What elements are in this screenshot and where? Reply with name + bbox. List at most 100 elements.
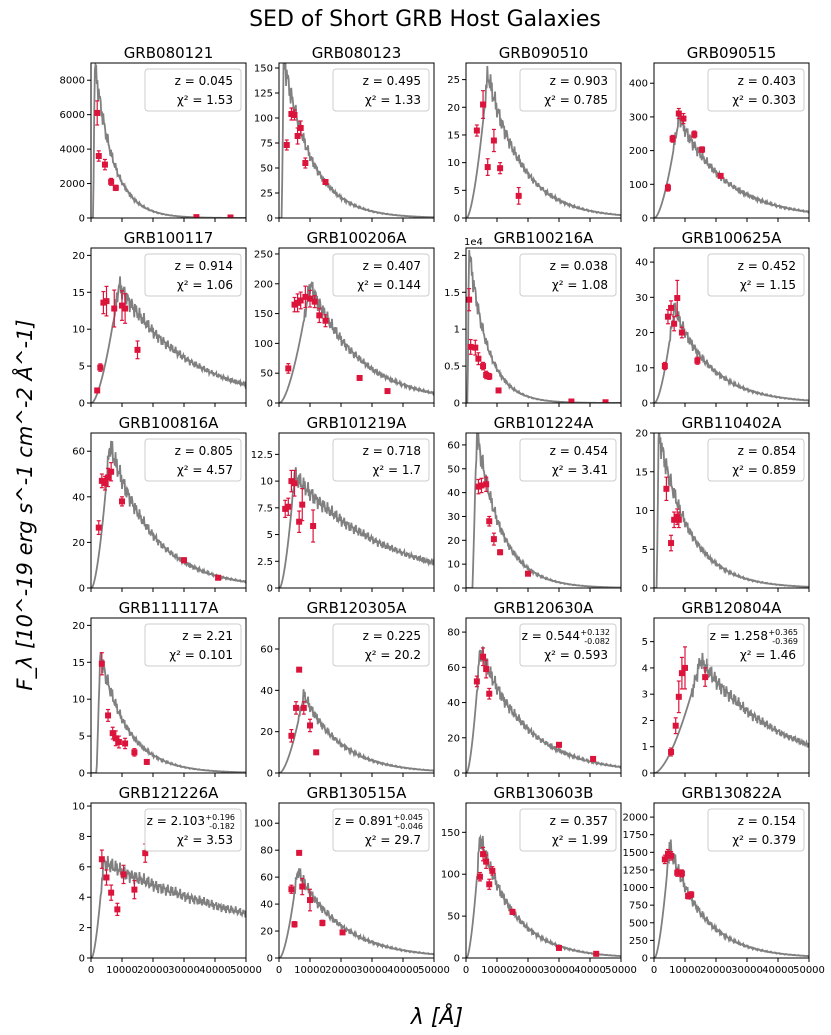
x-tick-label: 30000 <box>356 965 388 976</box>
y-tick-label: 20 <box>635 328 648 339</box>
panel-grb100816a: GRB100816A 0 20 40 60 z = 0.805 χ² = 4.57 <box>72 414 247 595</box>
model-line <box>279 868 434 958</box>
legend-z-upper: +0.196 <box>205 813 235 822</box>
y-tick-label: 80 <box>447 628 460 639</box>
legend-z: z = 0.718 <box>363 444 421 458</box>
legend-chi2: χ² = 1.46 <box>740 648 796 662</box>
data-point <box>288 732 295 739</box>
data-point <box>590 755 597 762</box>
data-point <box>668 540 675 547</box>
legend-chi2: χ² = 3.53 <box>177 833 233 847</box>
y-tick-label: 250 <box>254 249 273 260</box>
panel-frame <box>465 62 622 219</box>
data-point <box>143 758 150 765</box>
data-point <box>98 660 105 667</box>
y-tick-label: 50 <box>447 912 460 923</box>
data-point <box>486 373 493 380</box>
data-point <box>97 364 104 371</box>
y-tick-label: 10 <box>260 477 273 488</box>
model-line <box>654 839 809 958</box>
legend-z: z = 0.452 <box>738 259 796 273</box>
panel-frame <box>278 802 435 959</box>
model-line <box>654 652 809 773</box>
legend-z: z = 0.903 <box>550 74 608 88</box>
data-point <box>181 557 187 564</box>
data-point <box>299 501 306 508</box>
data-point <box>95 153 102 159</box>
panel-title: GRB100216A <box>494 229 595 247</box>
data-point <box>663 485 670 492</box>
data-point <box>475 355 482 362</box>
y-offset-label: 1e4 <box>464 237 483 248</box>
y-tick-label: 10 <box>72 695 85 706</box>
y-tick-label: 100 <box>254 339 273 350</box>
panel-title: GRB080121 <box>124 44 214 62</box>
data-point <box>682 664 688 671</box>
y-tick-label: 0 <box>267 954 273 965</box>
data-point <box>480 653 487 660</box>
data-point <box>103 298 110 305</box>
panel-frame <box>465 617 622 774</box>
model-line <box>466 433 621 588</box>
legend-box <box>332 68 430 112</box>
legend-chi2: χ² = 0.303 <box>732 93 796 107</box>
y-tick-label: 1500 <box>623 848 648 859</box>
y-tick-label: 5 <box>79 732 85 743</box>
data-point <box>593 950 600 957</box>
data-point <box>489 867 496 874</box>
data-point <box>297 125 304 131</box>
legend-chi2: χ² = 20.2 <box>365 648 421 662</box>
y-tick-label: 1 <box>454 325 460 336</box>
data-point <box>193 214 200 218</box>
x-tick-label: 0 <box>651 965 657 976</box>
legend-box <box>144 438 242 482</box>
data-point <box>664 313 671 320</box>
data-point <box>486 690 493 697</box>
data-point <box>486 518 493 525</box>
y-tick-label: 4 <box>642 663 648 674</box>
data-point <box>302 160 309 166</box>
data-point <box>674 513 681 520</box>
data-point <box>668 852 675 859</box>
model-line <box>654 110 809 218</box>
model-line <box>654 302 809 403</box>
panel-title: GRB100816A <box>119 414 220 432</box>
data-point <box>313 749 320 756</box>
panel-frame <box>465 247 622 404</box>
panel-title: GRB101219A <box>307 414 408 432</box>
data-point <box>668 304 675 311</box>
y-tick-label: 200 <box>629 146 648 157</box>
legend-z: z = 0.045 <box>175 74 233 88</box>
panel-title: GRB130603B <box>494 784 594 802</box>
legend-chi2: χ² = 1.99 <box>552 833 608 847</box>
y-tick-label: 40 <box>635 258 648 269</box>
y-tick-label: 5 <box>642 545 648 556</box>
y-tick-label: 20 <box>72 538 85 549</box>
data-point <box>282 505 289 512</box>
legend-z-lower: -0.182 <box>209 822 235 831</box>
legend-z: z = 0.038 <box>550 259 608 273</box>
panel-grb100625a: GRB100625A 0 10 20 30 40 z = 0.452 χ² = 1.15 <box>635 229 810 410</box>
data-point <box>131 749 138 756</box>
y-tick-label: 20 <box>447 536 460 547</box>
data-point <box>142 850 149 857</box>
panel-grb130515a: GRB130515A 0 20 40 60 80 100 0 10000 20000 30000 40… <box>254 784 450 976</box>
legend-box <box>519 253 617 297</box>
panel-title: GRB130822A <box>682 784 783 802</box>
y-tick-label: 12.5 <box>251 450 273 461</box>
data-point <box>668 748 675 755</box>
y-tick-label: 60 <box>72 447 85 458</box>
data-point <box>101 161 108 168</box>
data-point <box>296 518 303 525</box>
y-tick-label: 5 <box>454 186 460 197</box>
model-line <box>279 689 434 773</box>
y-tick-label: 40 <box>260 686 273 697</box>
data-point <box>291 480 298 487</box>
data-point <box>291 301 298 308</box>
y-tick-label: 60 <box>447 663 460 674</box>
legend-z: z = 0.914 <box>175 259 233 273</box>
legend-chi2: χ² = 1.15 <box>740 278 796 292</box>
y-tick-label: 125 <box>254 89 273 100</box>
y-tick-label: 0.5 <box>444 362 460 373</box>
y-tick-label: 40 <box>447 488 460 499</box>
